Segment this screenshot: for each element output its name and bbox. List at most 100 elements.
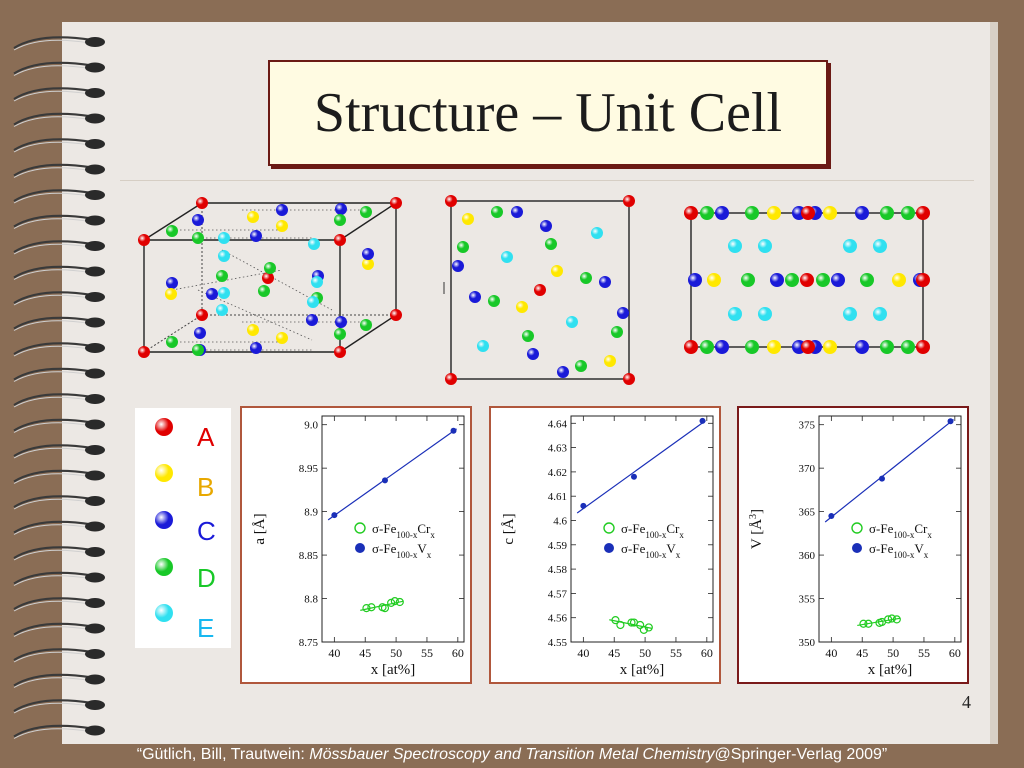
atom-a <box>801 206 815 220</box>
atom-c <box>276 204 288 216</box>
data-point-filled <box>630 473 637 480</box>
atom-c <box>469 291 481 303</box>
atom-e <box>873 307 887 321</box>
y-tick-label: 370 <box>799 463 816 475</box>
spiral-wire-highlight <box>13 167 91 178</box>
atom-e <box>218 287 230 299</box>
unit-cell-3d-view <box>138 197 402 358</box>
spiral-wire-highlight <box>13 269 91 280</box>
y-tick-label: 9.0 <box>304 420 318 432</box>
spiral-hole <box>85 292 105 302</box>
y-tick-label: 8.9 <box>304 507 318 519</box>
legend-marker-open <box>603 522 615 534</box>
y-axis-label: a [Å] <box>252 513 268 544</box>
atom-d <box>457 241 469 253</box>
data-point-filled <box>878 475 885 482</box>
atom-a <box>138 234 150 246</box>
atom-b <box>823 206 837 220</box>
atom-a <box>534 284 546 296</box>
legend-entry: σ-Fe100-xVx <box>621 541 681 560</box>
spiral-hole <box>85 623 105 634</box>
data-point-open <box>390 597 399 606</box>
legend-entry: σ-Fe100-xCrx <box>372 521 435 540</box>
atom-d <box>816 273 830 287</box>
spiral-hole <box>85 419 105 430</box>
atom-d <box>700 206 714 220</box>
legend-entry: σ-Fe100-xVx <box>869 541 929 560</box>
data-point-open <box>362 604 371 613</box>
spiral-wire-highlight <box>13 524 91 535</box>
atom-b <box>767 206 781 220</box>
atom-b <box>462 213 474 225</box>
spiral-wire-highlight <box>13 447 91 459</box>
atom-d <box>575 360 587 372</box>
legend-label-c: C <box>197 516 216 546</box>
data-point-open <box>864 619 873 628</box>
atom-e <box>843 239 857 253</box>
x-axis-label: x [at%] <box>620 662 665 678</box>
plot-lattice-a: 40 45 50 55 60 8.75 8.8 8.85 8.9 8.95 9.0 x [at%] a … <box>240 406 472 684</box>
atom-e <box>307 296 319 308</box>
legend-marker-e <box>155 604 173 622</box>
atom-a <box>445 195 457 207</box>
spiral-hole <box>85 88 105 98</box>
spiral-wire <box>13 571 93 585</box>
atom-b <box>247 211 259 223</box>
spiral-hole <box>85 139 105 149</box>
atom-a <box>334 234 346 246</box>
atom-e <box>591 227 603 239</box>
citation: “Gütlich, Bill, Trautwein: Mössbauer Spe… <box>0 746 1024 764</box>
y-tick-label: 4.64 <box>548 418 568 430</box>
spiral-wire <box>13 546 93 559</box>
atom-d <box>166 225 178 237</box>
atom-c <box>250 342 262 354</box>
atom-c <box>306 314 318 326</box>
atom-b <box>604 355 616 367</box>
cell-edge <box>339 314 397 353</box>
y-tick-label: 4.61 <box>548 491 567 503</box>
spiral-binding <box>13 36 105 739</box>
y-tick-label: 365 <box>799 507 816 519</box>
spiral-wire-highlight <box>13 345 91 357</box>
data-point-filled <box>450 427 457 434</box>
atom-c <box>192 214 204 226</box>
legend-label-e: E <box>197 613 215 643</box>
legend-entry: σ-Fe100-xCrx <box>621 521 684 540</box>
atom-e <box>566 316 578 328</box>
spiral-wire-highlight <box>13 396 91 408</box>
legend-marker-filled <box>604 543 614 553</box>
data-point-open <box>859 619 868 628</box>
atom-c <box>362 248 374 260</box>
atom-a <box>445 373 457 385</box>
citation-book: Mössbauer Spectroscopy and Transition Me… <box>309 746 715 763</box>
legend-entry: σ-Fe100-xVx <box>372 541 432 560</box>
legend-marker-d <box>155 558 173 576</box>
atom-e <box>873 239 887 253</box>
plot-frame <box>818 415 962 643</box>
y-axis-label: c [Å] <box>501 513 517 544</box>
atom-a <box>801 340 815 354</box>
atom-e <box>477 340 489 352</box>
atom-e <box>758 239 772 253</box>
spiral-wire <box>13 87 93 100</box>
atom-b <box>516 301 528 313</box>
spiral-hole <box>85 547 105 557</box>
atom-c <box>194 327 206 339</box>
atom-d <box>745 340 759 354</box>
atom-d <box>580 272 592 284</box>
fit-line <box>576 420 706 514</box>
atom-d <box>522 330 534 342</box>
atom-c <box>770 273 784 287</box>
atom-a <box>916 206 930 220</box>
atom-c <box>688 273 702 287</box>
spiral-hole <box>85 470 105 481</box>
unit-cell-top-view <box>443 195 635 385</box>
spiral-wire-highlight <box>13 39 91 51</box>
slide-title: Structure – Unit Cell <box>268 60 828 166</box>
atom-d <box>901 206 915 220</box>
atom-d <box>700 340 714 354</box>
x-tick-label: 45 <box>856 646 868 660</box>
x-tick-label: 45 <box>608 646 620 660</box>
x-tick-label: 60 <box>452 646 464 660</box>
spiral-wire <box>13 189 93 202</box>
